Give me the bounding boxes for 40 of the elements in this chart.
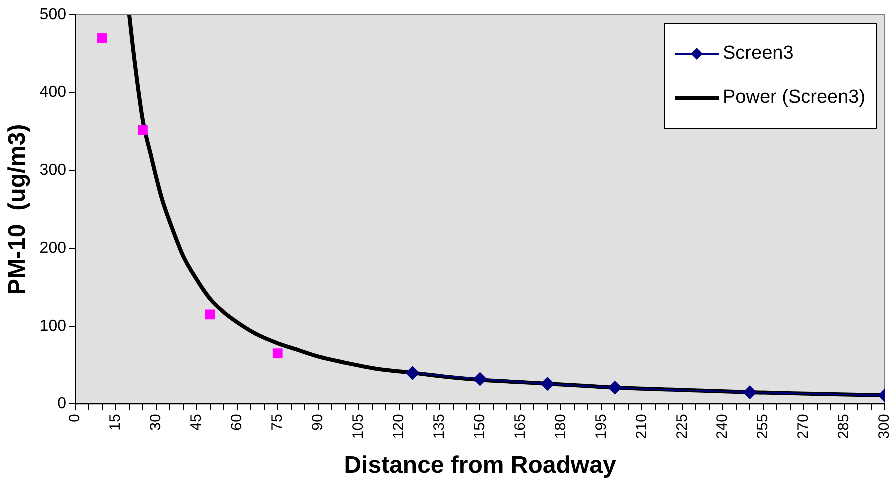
y-tick-label: 400 — [40, 84, 67, 102]
x-tick-label: 300 — [876, 414, 894, 440]
point — [98, 33, 108, 44]
x-tick-label: 105 — [350, 414, 367, 440]
x-tick-label: 90 — [309, 414, 326, 431]
point — [608, 380, 622, 395]
point — [406, 366, 420, 380]
x-tick-label: 135 — [430, 414, 448, 440]
point — [205, 310, 216, 320]
x-tick-label: 75 — [269, 414, 286, 431]
y-tick-label: 200 — [40, 240, 67, 257]
x-axis-title: Distance from Roadway — [344, 452, 617, 480]
x-tick-label: 270 — [795, 414, 812, 440]
x-tick-label: 0 — [66, 414, 84, 423]
point — [743, 386, 758, 400]
x-tick-label: 120 — [390, 414, 408, 440]
x-tick-label: 150 — [471, 414, 488, 440]
x-tick-label: 225 — [674, 414, 691, 440]
y-axis-title: PM-10 (ug/m3) — [4, 124, 32, 295]
legend-label: Power (Screen3) — [723, 87, 866, 109]
x-tick-label: 30 — [148, 414, 165, 431]
x-tick-label: 255 — [754, 414, 772, 440]
x-tick-label: 210 — [633, 414, 650, 440]
y-tick-label: 100 — [40, 318, 67, 335]
x-tick-label: 285 — [836, 414, 853, 440]
point — [473, 372, 488, 386]
y-tick-label: 300 — [40, 162, 67, 180]
x-tick-label: 240 — [714, 414, 732, 440]
x-tick-label: 195 — [592, 414, 610, 440]
point — [138, 125, 148, 136]
x-tick-label: 15 — [107, 414, 124, 431]
y-tick-label: 500 — [40, 6, 67, 24]
point — [272, 348, 283, 359]
x-tick-label: 60 — [228, 414, 246, 431]
point — [540, 376, 555, 391]
x-tick-label: 180 — [552, 414, 570, 440]
x-tick-label: 45 — [188, 414, 206, 431]
y-tick-label: 0 — [58, 396, 67, 413]
legend-label: Screen3 — [723, 43, 794, 65]
x-tick-label: 165 — [512, 414, 529, 440]
